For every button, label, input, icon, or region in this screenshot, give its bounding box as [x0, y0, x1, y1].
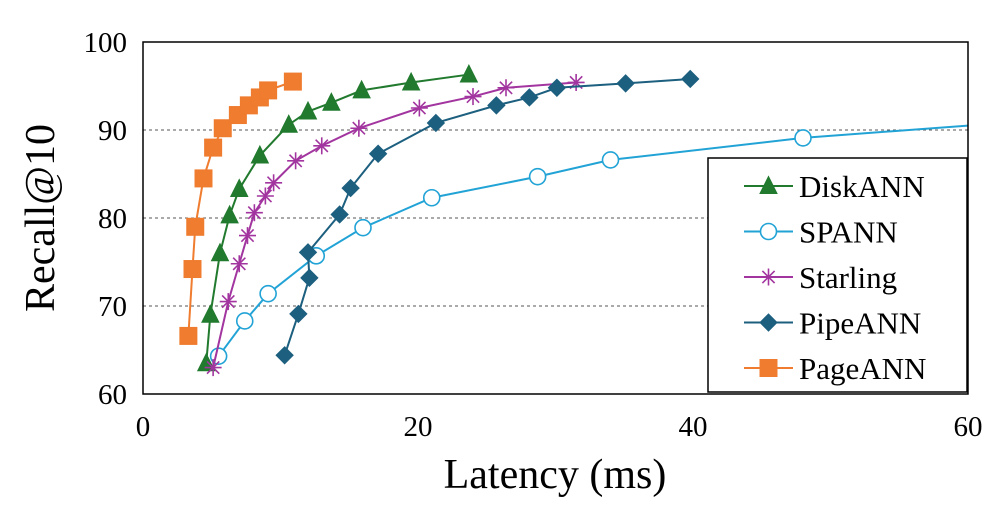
data-point-starling	[497, 79, 515, 97]
data-point-pipeann	[681, 69, 700, 89]
series-line-starling	[212, 81, 577, 368]
data-point-starling	[230, 255, 248, 273]
legend-marker-spann	[759, 222, 778, 241]
data-point-diskann	[298, 100, 318, 120]
legend-marker-pageann	[759, 359, 778, 377]
legend-marker-starling	[760, 268, 777, 286]
data-point-pageann	[283, 72, 302, 91]
legend: DiskANN SPANN Starling PipeANN PageANN	[707, 157, 968, 393]
data-point-pipeann	[547, 78, 567, 97]
legend-entry-diskann: DiskANN	[744, 169, 925, 204]
data-point-pipeann	[341, 178, 360, 198]
data-point-starling	[464, 88, 482, 106]
data-point-pipeann	[289, 304, 308, 324]
legend-label-spann: SPANN	[799, 215, 898, 250]
data-point-spann	[259, 284, 277, 303]
data-point-pageann	[186, 217, 205, 236]
x-tick-labels: 0 20 40 60	[136, 411, 983, 443]
x-tick-label: 0	[136, 411, 151, 443]
data-point-starling	[350, 119, 368, 137]
data-point-starling	[204, 359, 222, 377]
data-point-pageann	[183, 260, 202, 279]
data-point-diskann	[401, 71, 421, 91]
legend-label-diskann: DiskANN	[799, 169, 925, 204]
data-point-spann	[354, 218, 372, 237]
series-pipeann	[275, 69, 700, 365]
data-point-diskann	[459, 63, 479, 83]
series-pageann	[179, 72, 302, 345]
data-point-starling	[410, 99, 428, 117]
data-point-spann	[528, 167, 547, 186]
data-point-spann	[235, 312, 254, 330]
legend-box	[707, 157, 968, 393]
y-tick-label: 90	[98, 115, 127, 147]
plot-area-frame	[142, 41, 969, 395]
data-point-diskann	[352, 79, 371, 99]
legend-label-starling: Starling	[799, 260, 897, 295]
data-point-diskann	[279, 114, 299, 133]
data-point-pipeann	[368, 144, 388, 163]
data-point-starling	[239, 227, 256, 245]
legend-label-pageann: PageANN	[799, 351, 926, 386]
y-axis-label: Recall@10	[18, 124, 64, 312]
legend-entry-pipeann: PipeANN	[744, 306, 921, 341]
data-point-pipeann	[300, 268, 319, 288]
data-point-starling	[256, 187, 274, 205]
x-tick-label: 60	[954, 411, 983, 443]
y-tick-label: 70	[98, 291, 127, 323]
data-point-pageann	[179, 326, 198, 345]
data-point-pipeann	[330, 205, 349, 224]
series-diskann	[196, 63, 479, 372]
x-tick-label: 20	[404, 411, 433, 443]
data-point-starling	[245, 204, 263, 222]
data-point-pageann	[204, 138, 223, 157]
x-axis-label: Latency (ms)	[444, 452, 667, 498]
y-tick-label: 60	[98, 379, 127, 411]
data-point-starling	[287, 152, 305, 170]
y-tick-label: 100	[84, 27, 128, 59]
data-point-spann	[794, 129, 812, 147]
data-point-starling	[219, 293, 237, 311]
data-point-starling	[567, 73, 585, 91]
y-tick-label: 80	[98, 203, 127, 235]
data-point-diskann	[322, 92, 341, 111]
series-line-diskann	[205, 73, 470, 364]
data-point-spann	[422, 188, 441, 207]
series-starling	[204, 73, 585, 377]
data-point-pageann	[194, 169, 213, 188]
data-point-pipeann	[426, 113, 446, 133]
y-tick-labels: 60 70 80 90 100	[84, 27, 128, 411]
data-point-pageann	[213, 119, 232, 138]
legend-entry-starling: Starling	[744, 260, 897, 295]
data-point-pipeann	[520, 88, 539, 107]
data-point-diskann	[201, 304, 220, 323]
legend-entry-spann: SPANN	[744, 215, 898, 250]
legend-marker-diskann	[759, 175, 778, 194]
axes: 60 70 80 90 100 0 20 40 60 Latency (ms) Recall@…	[18, 27, 983, 498]
x-tick-label: 40	[679, 411, 708, 443]
series-spann	[209, 124, 968, 365]
series-line-spann	[217, 124, 968, 357]
data-point-diskann	[250, 144, 270, 164]
legend-label-pipeann: PipeANN	[799, 306, 921, 341]
data-point-starling	[313, 137, 331, 155]
legend-marker-pipeann	[759, 313, 778, 332]
data-point-pageann	[259, 81, 278, 100]
data-point-diskann	[220, 204, 239, 224]
data-point-diskann	[196, 352, 216, 372]
data-point-pipeann	[275, 346, 294, 365]
data-point-diskann	[229, 178, 249, 197]
data-point-starling	[265, 174, 283, 192]
data-point-pipeann	[298, 243, 318, 262]
legend-entry-pageann: PageANN	[744, 351, 926, 386]
data-point-pipeann	[487, 96, 506, 115]
series-layer	[179, 63, 968, 377]
data-point-pipeann	[616, 74, 635, 93]
data-point-diskann	[210, 242, 230, 262]
data-point-spann	[601, 151, 620, 169]
